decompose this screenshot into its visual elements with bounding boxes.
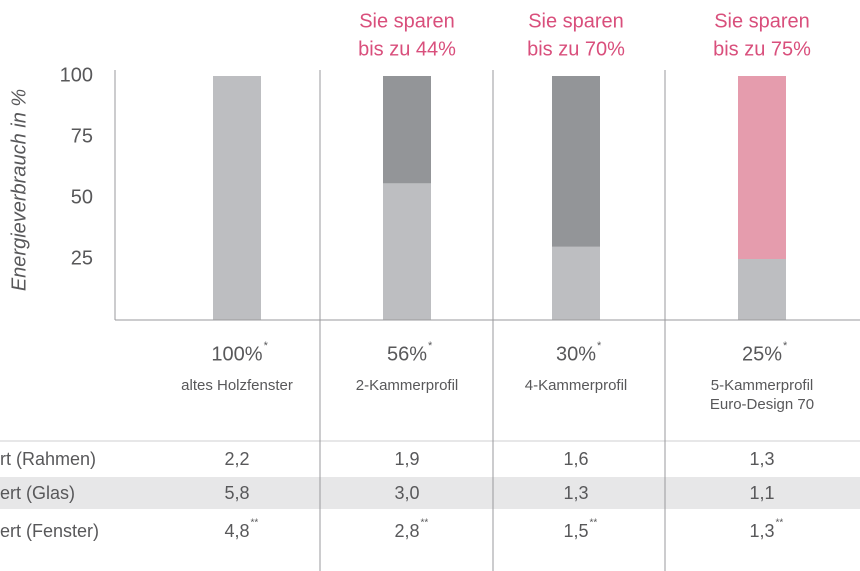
table-cell: 1,9 [394,449,419,469]
table-cell: 1,6 [563,449,588,469]
bar-segment [213,76,261,320]
value-label: 25% [742,343,782,365]
value-label: 100% [211,343,262,365]
table-cell: 1,3 [749,449,774,469]
savings-label: bis zu 75% [713,38,811,60]
savings-prefix: Sie sparen [359,10,455,32]
bar-segment [552,76,600,247]
savings-prefix: Sie sparen [714,10,810,32]
category-label: 5-Kammerprofil [711,377,814,394]
cell-note: ** [776,518,784,529]
table-cell: 3,0 [394,483,419,503]
value-label: 30% [556,343,596,365]
category-label: 2-Kammerprofil [356,377,459,394]
table-cell: 1,3 [563,483,588,503]
bar-segment [552,246,600,320]
value-label-note: * [264,340,269,352]
category-label: altes Holzfenster [181,377,293,394]
y-tick-label: 50 [71,186,93,208]
value-label-note: * [783,340,788,352]
category-label: 4-Kammerprofil [525,377,628,394]
savings-label: bis zu 70% [527,38,625,60]
row-label: ert (Glas) [0,483,75,503]
table-cell: 1,1 [749,483,774,503]
y-tick-label: 25 [71,247,93,269]
table-cell: 4,8 [224,521,249,541]
value-label: 56% [387,343,427,365]
savings-prefix: Sie sparen [528,10,624,32]
row-label: ert (Fenster) [0,521,99,541]
value-label-note: * [428,340,433,352]
bar-segment [738,76,786,259]
row-bg [0,477,860,509]
table-cell: 1,5 [563,521,588,541]
row-label: rt (Rahmen) [0,449,96,469]
y-tick-label: 100 [60,64,93,86]
category-label: Euro-Design 70 [710,396,814,413]
table-cell: 5,8 [224,483,249,503]
cell-note: ** [251,518,259,529]
table-cell: 2,2 [224,449,249,469]
table-cell: 1,3 [749,521,774,541]
row-bg [0,442,860,476]
bar-segment [738,259,786,320]
y-axis-label: Energieverbrauch in % [8,89,30,291]
bar-segment [383,183,431,320]
bar-segment [383,76,431,184]
savings-label: bis zu 44% [358,38,456,60]
cell-note: ** [421,518,429,529]
y-tick-label: 75 [71,125,93,147]
table-cell: 2,8 [394,521,419,541]
value-label-note: * [597,340,602,352]
cell-note: ** [590,518,598,529]
